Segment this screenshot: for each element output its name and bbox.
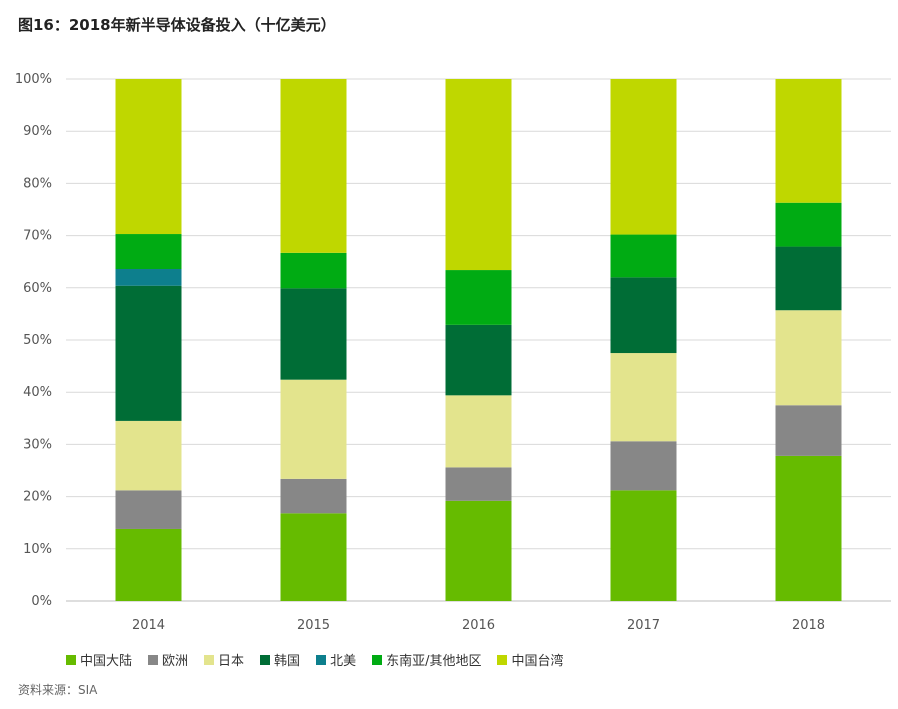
bar-segment xyxy=(611,353,677,441)
legend-swatch xyxy=(316,655,326,665)
y-tick-label: 0% xyxy=(31,594,52,609)
bar-segment xyxy=(116,234,182,269)
y-tick-label: 10% xyxy=(23,542,52,557)
legend-swatch xyxy=(497,655,507,665)
legend-item: 中国大陆 xyxy=(66,650,132,669)
legend-label: 中国大陆 xyxy=(80,650,132,669)
legend-item: 日本 xyxy=(204,650,244,669)
bar-segment xyxy=(776,79,842,203)
x-tick-label: 2014 xyxy=(132,618,165,633)
bar-segment xyxy=(116,529,182,601)
legend-swatch xyxy=(260,655,270,665)
legend-item: 韩国 xyxy=(260,650,300,669)
y-tick-label: 30% xyxy=(23,437,52,452)
legend-label: 欧洲 xyxy=(162,650,188,669)
legend-swatch xyxy=(66,655,76,665)
bar-segment xyxy=(281,513,347,601)
bar-segment xyxy=(281,79,347,253)
bar-segment xyxy=(116,286,182,421)
bar-segment xyxy=(116,79,182,234)
legend-label: 北美 xyxy=(330,650,356,669)
legend-label: 韩国 xyxy=(274,650,300,669)
chart-legend: 中国大陆 欧洲 日本 韩国 北美 东南亚/其他地区 中国台湾 xyxy=(66,650,579,669)
bar-segment xyxy=(446,325,512,395)
bar-segment xyxy=(611,277,677,353)
bar-segment xyxy=(116,490,182,529)
bar-segment xyxy=(776,310,842,405)
bar-segment xyxy=(446,79,512,270)
y-tick-label: 90% xyxy=(23,124,52,139)
legend-item: 北美 xyxy=(316,650,356,669)
legend-label: 东南亚/其他地区 xyxy=(386,650,481,669)
y-tick-label: 70% xyxy=(23,229,52,244)
bar-segment xyxy=(776,203,842,247)
bar-segment xyxy=(281,288,347,379)
legend-label: 中国台湾 xyxy=(511,650,563,669)
y-tick-label: 40% xyxy=(23,385,52,400)
bar-segment xyxy=(116,269,182,286)
bar-segment xyxy=(611,79,677,235)
legend-item: 中国台湾 xyxy=(497,650,563,669)
legend-item: 欧洲 xyxy=(148,650,188,669)
source-note: 资料来源：SIA xyxy=(18,681,97,698)
bar-segment xyxy=(611,441,677,490)
legend-swatch xyxy=(372,655,382,665)
legend-label: 日本 xyxy=(218,650,244,669)
bar-segment xyxy=(281,253,347,288)
y-tick-label: 20% xyxy=(23,490,52,505)
legend-swatch xyxy=(204,655,214,665)
stacked-bar-chart: 0% 10% 20% 30% 40% 50% 60% 70% 80% 90% 100% 2014 201… xyxy=(0,0,898,645)
y-tick-label: 80% xyxy=(23,176,52,191)
bar-segment xyxy=(446,395,512,467)
bar-segment xyxy=(776,456,842,601)
y-tick-label: 100% xyxy=(15,72,52,87)
x-tick-label: 2016 xyxy=(462,618,495,633)
y-tick-label: 50% xyxy=(23,333,52,348)
x-tick-label: 2015 xyxy=(297,618,330,633)
x-tick-label: 2018 xyxy=(792,618,825,633)
y-tick-label: 60% xyxy=(23,281,52,296)
bar-segment xyxy=(281,380,347,479)
legend-swatch xyxy=(148,655,158,665)
bar-segment xyxy=(116,421,182,490)
bar-segment xyxy=(281,479,347,513)
bar-segment xyxy=(446,467,512,500)
legend-item: 东南亚/其他地区 xyxy=(372,650,481,669)
bar-segment xyxy=(611,235,677,278)
bar-segment xyxy=(776,247,842,311)
bar-segment xyxy=(776,405,842,456)
bar-segment xyxy=(611,490,677,601)
bar-segment xyxy=(446,501,512,601)
x-tick-label: 2017 xyxy=(627,618,660,633)
bar-segment xyxy=(446,270,512,325)
